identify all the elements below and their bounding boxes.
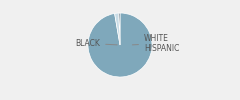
Wedge shape (114, 13, 120, 45)
Text: WHITE
HISPANIC: WHITE HISPANIC (132, 34, 179, 53)
Wedge shape (88, 13, 152, 77)
Text: BLACK: BLACK (75, 39, 117, 48)
Wedge shape (119, 13, 120, 45)
